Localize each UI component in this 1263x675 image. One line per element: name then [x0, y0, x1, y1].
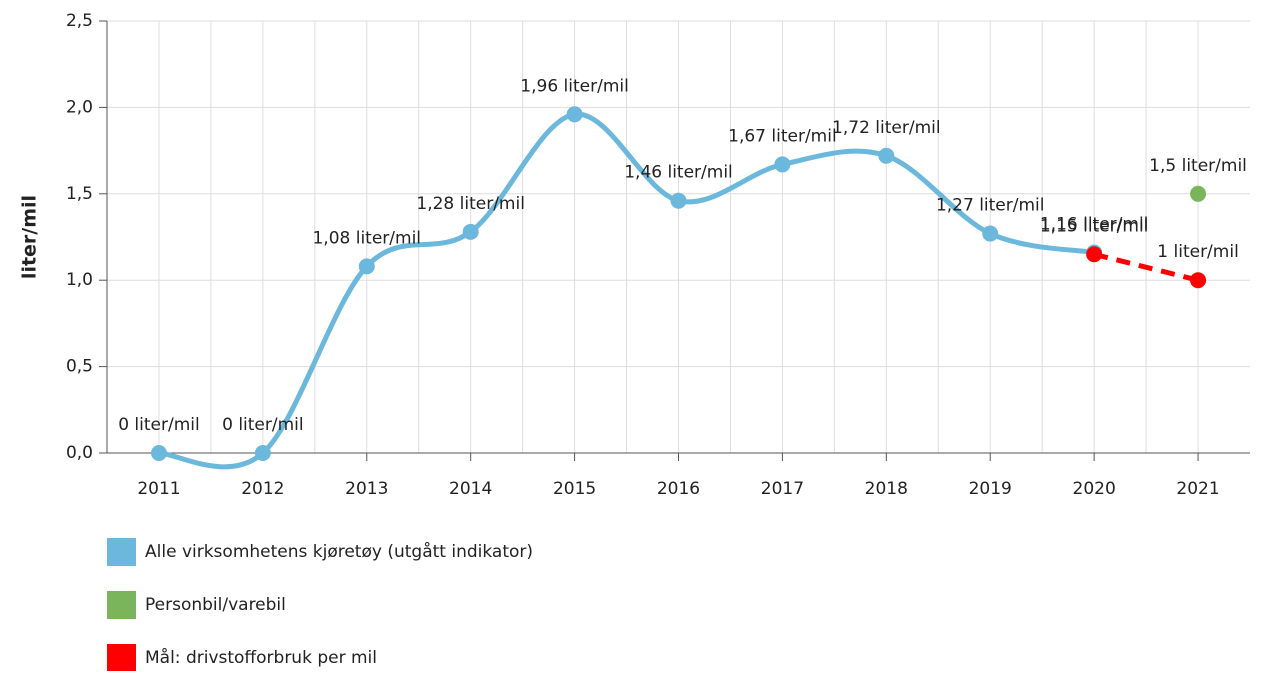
data-label: 1,16 liter/mil — [1040, 215, 1149, 235]
data-point — [774, 156, 791, 173]
x-tick-label: 2016 — [657, 479, 700, 499]
legend-swatch — [107, 591, 136, 619]
data-label: 1,72 liter/mil — [832, 118, 941, 138]
data-point — [150, 445, 167, 461]
data-point — [254, 445, 271, 461]
data-label: 1,15 liter/mil — [1040, 216, 1149, 236]
data-point — [1086, 246, 1103, 263]
y-tick-label: 2,5 — [66, 11, 93, 31]
data-point — [670, 192, 687, 209]
data-label: 1,28 liter/mil — [416, 194, 525, 214]
x-tick-label: 2011 — [137, 479, 180, 499]
data-label: 0 liter/mil — [118, 415, 200, 435]
data-point — [358, 258, 375, 275]
series-line — [1093, 251, 1199, 283]
data-label: 1,67 liter/mil — [728, 126, 837, 146]
legend-label: Mål: drivstofforbruk per mil — [145, 647, 377, 668]
x-tick-label: 2018 — [865, 479, 908, 499]
y-tick-label: 2,0 — [66, 97, 93, 117]
data-label: 1,27 liter/mil — [936, 196, 1045, 216]
y-tick-label: 1,0 — [66, 270, 93, 290]
data-label: 1,08 liter/mil — [312, 228, 421, 248]
x-tick-label: 2014 — [449, 479, 492, 499]
y-axis-label: liter/mil — [19, 195, 41, 279]
data-point — [1190, 272, 1207, 289]
data-label: 1 liter/mil — [1157, 242, 1239, 262]
x-tick-label: 2019 — [969, 479, 1012, 499]
data-point — [878, 147, 895, 164]
data-label: 1,46 liter/mil — [624, 163, 733, 183]
data-point — [982, 225, 999, 242]
data-point — [1190, 185, 1207, 202]
x-tick-label: 2021 — [1176, 479, 1219, 499]
data-point — [462, 223, 479, 240]
y-tick-label: 1,5 — [66, 184, 93, 204]
x-tick-label: 2015 — [553, 479, 596, 499]
legend-swatch — [107, 538, 136, 566]
data-label: 0 liter/mil — [222, 415, 304, 435]
legend-swatch — [107, 644, 136, 672]
data-label: 1,5 liter/mil — [1149, 156, 1247, 176]
series-line — [156, 111, 1097, 470]
y-tick-label: 0,0 — [66, 443, 93, 463]
x-tick-label: 2012 — [241, 479, 284, 499]
x-tick-label: 2020 — [1073, 479, 1116, 499]
x-tick-label: 2017 — [761, 479, 804, 499]
legend-label: Personbil/varebil — [145, 595, 286, 615]
y-tick-label: 0,5 — [66, 357, 93, 377]
legend-label: Alle virksomhetens kjøretøy (utgått indi… — [145, 541, 533, 562]
x-tick-label: 2013 — [345, 479, 388, 499]
data-point — [566, 106, 583, 123]
data-label: 1,96 liter/mil — [520, 76, 629, 96]
